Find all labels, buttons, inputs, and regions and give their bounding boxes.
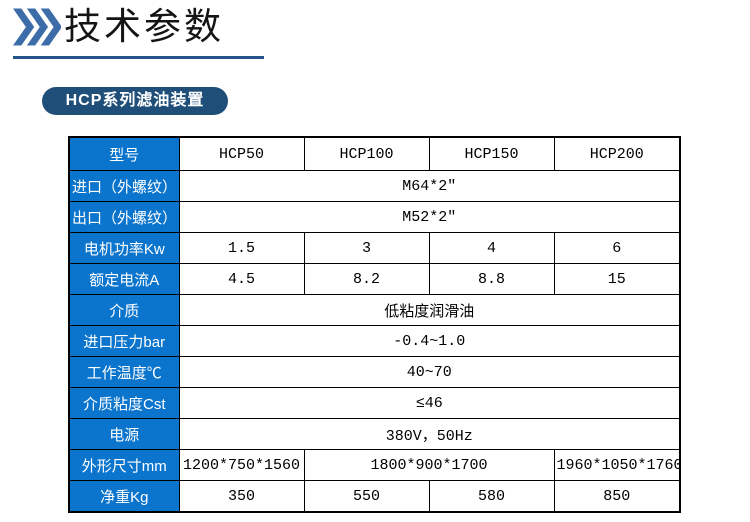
spec-cell: 40~70: [178, 356, 681, 388]
row-label: 介质粘度Cst: [68, 387, 180, 419]
page-title: 技术参数: [64, 6, 224, 47]
spec-cell: 350: [178, 480, 305, 513]
triple-chevron-right-icon: [13, 8, 61, 46]
row-label: 型号: [68, 136, 180, 171]
table-row: 介质 低粘度润滑油: [68, 294, 681, 326]
spec-cell: 6: [553, 232, 681, 264]
row-label: 进口压力bar: [68, 325, 180, 357]
table-row: 进口压力bar -0.4~1.0: [68, 325, 681, 357]
row-label: 外形尺寸mm: [68, 449, 180, 481]
spec-table: 型号 HCP50 HCP100 HCP150 HCP200 进口（外螺纹） M64*2″ 出口…: [68, 136, 681, 513]
table-row: 介质粘度Cst ≤46: [68, 387, 681, 419]
spec-cell: 1200*750*1560: [178, 449, 305, 481]
table-row: 出口（外螺纹） M52*2″: [68, 201, 681, 233]
row-label: 进口（外螺纹）: [68, 170, 180, 202]
row-label: 净重Kg: [68, 480, 180, 513]
title-underline: [13, 56, 264, 59]
spec-cell: 1800*900*1700: [303, 449, 555, 481]
series-badge: HCP系列滤油装置: [42, 87, 228, 115]
spec-cell: 380V，50Hz: [178, 418, 681, 450]
spec-cell: 4: [428, 232, 555, 264]
spec-cell: 1.5: [178, 232, 305, 264]
column-header: HCP200: [553, 136, 681, 171]
spec-cell: 580: [428, 480, 555, 513]
spec-cell: 8.2: [303, 263, 430, 295]
spec-cell: -0.4~1.0: [178, 325, 681, 357]
spec-cell: 8.8: [428, 263, 555, 295]
column-header: HCP100: [303, 136, 430, 171]
table-row: 电机功率Kw 1.5 3 4 6: [68, 232, 681, 264]
spec-table-body: 型号 HCP50 HCP100 HCP150 HCP200 进口（外螺纹） M64*2″ 出口…: [68, 136, 681, 513]
row-label: 工作温度℃: [68, 356, 180, 388]
spec-cell: 4.5: [178, 263, 305, 295]
spec-cell: 低粘度润滑油: [178, 294, 681, 326]
table-row: 工作温度℃ 40~70: [68, 356, 681, 388]
spec-cell: 3: [303, 232, 430, 264]
column-header: HCP150: [428, 136, 555, 171]
table-row: 外形尺寸mm 1200*750*1560 1800*900*1700 1960*105…: [68, 449, 681, 481]
spec-cell: 850: [553, 480, 681, 513]
row-label: 介质: [68, 294, 180, 326]
table-row: 净重Kg 350 550 580 850: [68, 480, 681, 513]
table-row: 额定电流A 4.5 8.2 8.8 15: [68, 263, 681, 295]
table-row: 电源 380V，50Hz: [68, 418, 681, 450]
row-label: 电源: [68, 418, 180, 450]
column-header: HCP50: [178, 136, 305, 171]
row-label: 额定电流A: [68, 263, 180, 295]
spec-cell: 1960*1050*1760: [553, 449, 681, 481]
spec-cell: M52*2″: [178, 201, 681, 233]
row-label: 电机功率Kw: [68, 232, 180, 264]
spec-cell: M64*2″: [178, 170, 681, 202]
table-row: 型号 HCP50 HCP100 HCP150 HCP200: [68, 136, 681, 171]
row-label: 出口（外螺纹）: [68, 201, 180, 233]
spec-cell: 15: [553, 263, 681, 295]
spec-cell: ≤46: [178, 387, 681, 419]
table-row: 进口（外螺纹） M64*2″: [68, 170, 681, 202]
spec-cell: 550: [303, 480, 430, 513]
